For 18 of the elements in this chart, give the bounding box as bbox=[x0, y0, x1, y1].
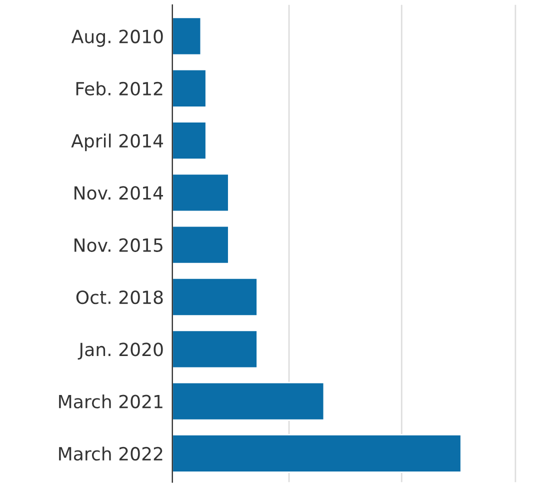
bar bbox=[172, 278, 258, 316]
bar bbox=[172, 434, 462, 473]
y-tick-label: Aug. 2010 bbox=[71, 30, 163, 47]
y-tick-label: Jan. 2020 bbox=[78, 342, 163, 360]
bar bbox=[172, 173, 230, 212]
y-tick-label: March 2021 bbox=[59, 394, 162, 408]
y-tick-label: March 2022 bbox=[59, 446, 162, 461]
y-tick-label: Oct. 2018 bbox=[76, 290, 163, 304]
y-tick-label: April 2014 bbox=[71, 134, 164, 152]
bar bbox=[172, 16, 202, 56]
bar bbox=[172, 225, 230, 264]
y-tick-label: Feb. 2012 bbox=[76, 82, 162, 96]
bar bbox=[172, 330, 258, 369]
bar bbox=[172, 68, 207, 108]
bar bbox=[172, 382, 325, 421]
bar bbox=[172, 121, 207, 160]
y-tick-label: Nov. 2014 bbox=[74, 186, 164, 200]
y-tick-label: Nov. 2015 bbox=[74, 238, 162, 252]
